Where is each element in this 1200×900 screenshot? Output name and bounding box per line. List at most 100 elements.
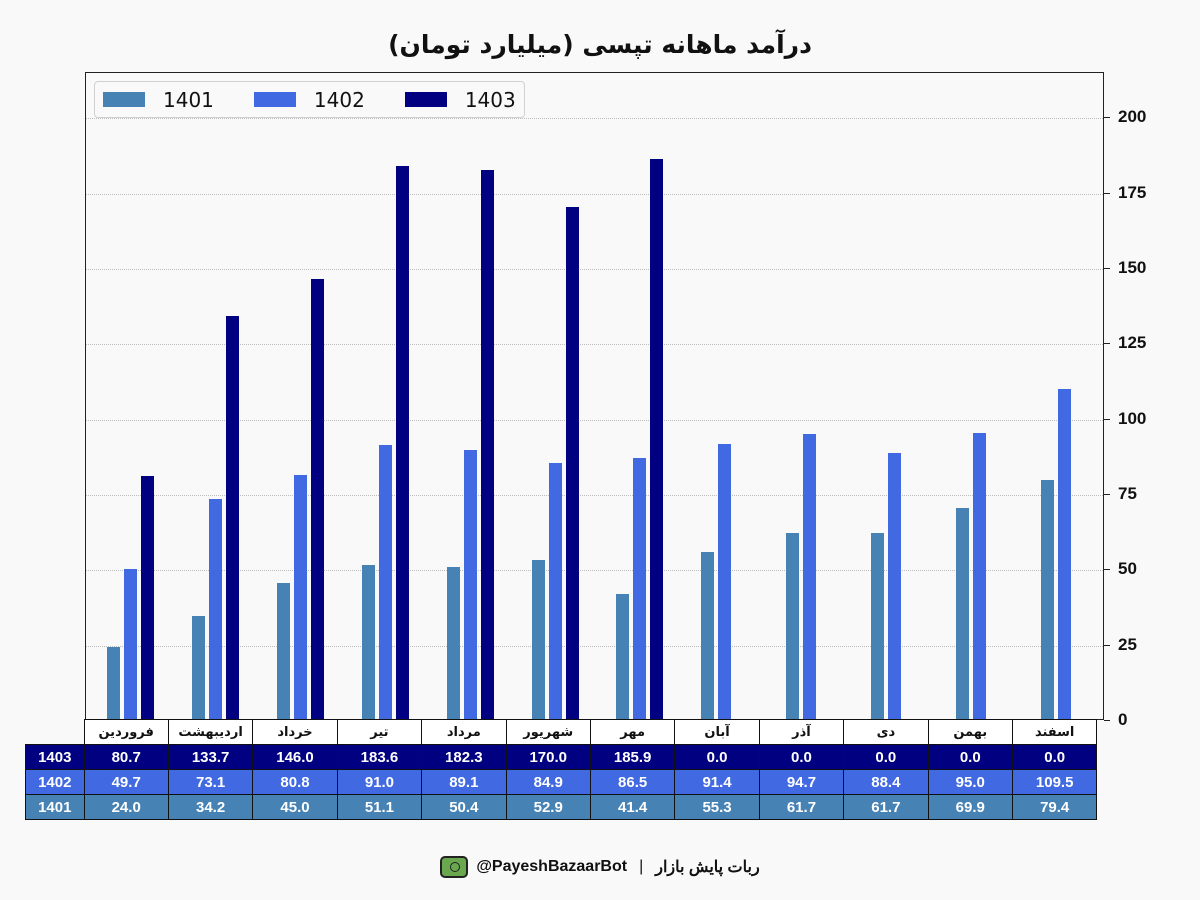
table-cell: 0.0 [843, 744, 929, 770]
legend-swatch [253, 92, 296, 107]
row-label: 1403 [25, 744, 85, 770]
table-row: 1403 80.7 133.7 146.0 183.6 182.3 170.0 185.9 0.… [25, 744, 1098, 770]
bar-1401 [446, 567, 460, 719]
y-tick-label: 0 [1118, 710, 1128, 729]
table-cell: 0.0 [674, 744, 760, 770]
month-header: آبان [674, 719, 760, 745]
table-cell: 41.4 [589, 794, 676, 820]
table-cell: 91.0 [336, 769, 423, 795]
bar-1402 [718, 443, 732, 719]
y-tick [1104, 569, 1110, 571]
data-table: فروردین اردیبهشت خرداد تیر مرداد شهریور مهر آبا… [25, 719, 1098, 820]
y-tick-label: 50 [1118, 559, 1137, 579]
bar-1402 [633, 458, 647, 719]
bar-1401 [956, 508, 970, 719]
table-cell: 88.4 [843, 769, 929, 795]
legend-swatch [404, 92, 447, 107]
legend-label: 1403 [464, 87, 516, 112]
table-cell: 0.0 [1011, 744, 1098, 770]
y-tick-label: 175 [1118, 182, 1147, 202]
legend-item: 1403 [404, 87, 516, 112]
table-cell: 52.9 [505, 794, 591, 820]
y-tick [1104, 418, 1110, 420]
footer-separator: | [639, 858, 644, 875]
table-cell: 182.3 [421, 744, 507, 770]
bar-1402 [548, 463, 562, 719]
table-cell: 94.7 [758, 769, 845, 795]
table-cell: 86.5 [589, 769, 676, 795]
bar-1401 [361, 565, 375, 719]
bar-1401 [701, 552, 715, 719]
table-cell: 49.7 [83, 769, 169, 795]
y-tick [1104, 644, 1110, 646]
table-cell: 146.0 [252, 744, 338, 770]
bar-1402 [208, 498, 222, 719]
bar-1401 [106, 646, 120, 719]
month-header: فروردین [83, 719, 169, 745]
y-tick [1104, 117, 1110, 119]
y-tick-label: 25 [1118, 634, 1137, 654]
table-cell: 55.3 [674, 794, 760, 820]
gridline [86, 645, 1103, 647]
table-cell: 170.0 [505, 744, 591, 770]
bar-1401 [531, 559, 545, 719]
gridline [86, 494, 1103, 496]
month-header: خرداد [252, 719, 338, 745]
bar-1402 [888, 452, 902, 719]
month-header: اسفند [1011, 719, 1098, 745]
bar-1403 [650, 158, 664, 719]
y-tick-label: 200 [1118, 107, 1147, 127]
table-cell: 61.7 [843, 794, 929, 820]
gridline [86, 344, 1103, 346]
legend-swatch [103, 92, 145, 107]
bar-1402 [463, 450, 477, 719]
bar-1401 [1041, 479, 1055, 719]
bar-1403 [395, 165, 409, 719]
bar-1401 [871, 533, 885, 719]
chart-title: درآمد ماهانه تپسی (میلیارد تومان) [388, 30, 812, 59]
bar-1401 [276, 583, 290, 719]
table-cell: 69.9 [927, 794, 1013, 820]
y-tick [1104, 720, 1110, 721]
month-header: اردیبهشت [167, 719, 254, 745]
table-cell: 95.0 [927, 769, 1013, 795]
month-header: مهر [589, 719, 676, 745]
bar-1401 [786, 533, 800, 719]
y-tick-label: 125 [1118, 333, 1147, 353]
table-cell: 0.0 [927, 744, 1013, 770]
y-tick-label: 75 [1118, 483, 1137, 503]
table-cell: 50.4 [421, 794, 507, 820]
bot-handle: @PayeshBazaarBot [476, 858, 628, 875]
table-cell: 80.7 [83, 744, 169, 770]
monitor-bot-icon [440, 856, 469, 878]
table-cell: 80.8 [252, 769, 338, 795]
legend-item: 1401 [103, 88, 214, 112]
bar-1403 [225, 316, 239, 719]
table-cell: 79.4 [1011, 794, 1098, 820]
table-cell: 89.1 [421, 769, 507, 795]
bar-1402 [1058, 388, 1072, 719]
y-tick [1104, 343, 1110, 345]
month-header: تیر [336, 719, 423, 745]
bar-1403 [565, 206, 579, 719]
table-cell: 73.1 [167, 769, 254, 795]
table-row: 1402 49.7 73.1 80.8 91.0 89.1 84.9 86.5 91.4 94.7… [25, 769, 1098, 795]
row-label: 1401 [25, 794, 85, 820]
table-cell: 183.6 [336, 744, 423, 770]
table-cell: 45.0 [252, 794, 338, 820]
bar-1401 [616, 594, 630, 719]
table-row: 1401 24.0 34.2 45.0 51.1 50.4 52.9 41.4 55.3 61.7… [25, 794, 1098, 820]
y-tick [1104, 267, 1110, 269]
month-header: مرداد [421, 719, 507, 745]
plot-area [85, 72, 1104, 720]
y-tick-label: 150 [1118, 257, 1147, 277]
bar-1402 [803, 433, 817, 719]
table-corner [26, 720, 85, 745]
bar-1403 [480, 169, 494, 719]
bar-1402 [123, 569, 137, 719]
table-cell: 133.7 [167, 744, 254, 770]
legend-label: 1401 [163, 87, 214, 112]
bar-1402 [293, 475, 307, 719]
table-cell: 185.9 [589, 744, 676, 770]
legend-item: 1402 [253, 88, 365, 112]
